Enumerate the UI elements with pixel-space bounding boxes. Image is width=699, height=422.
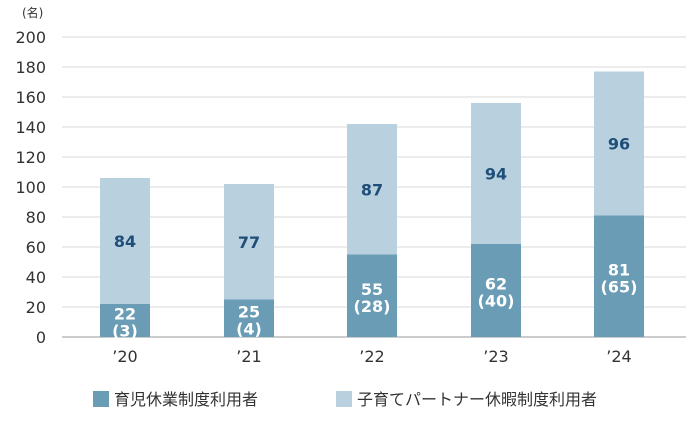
bar-childcare-leave xyxy=(347,254,397,337)
legend-label-partner-leave: 子育てパートナー休暇制度利用者 xyxy=(357,390,597,409)
bar-childcare-leave xyxy=(100,304,150,337)
x-tick-label: ’20 xyxy=(112,347,137,366)
data-sublabel-childcare-leave: (3) xyxy=(112,322,138,341)
data-sublabel-childcare-leave: (28) xyxy=(354,297,391,316)
y-tick-label: 60 xyxy=(26,238,46,257)
bar-partner-leave xyxy=(224,184,274,300)
y-tick-label: 100 xyxy=(15,178,46,197)
bar-childcare-leave xyxy=(471,244,521,337)
data-label-partner-leave: 87 xyxy=(361,180,383,199)
legend-label-childcare-leave: 育児休業制度利用者 xyxy=(114,390,258,409)
bar-childcare-leave xyxy=(594,215,644,337)
legend: 育児休業制度利用者 子育てパートナー休暇制度利用者 xyxy=(93,390,597,409)
bar-partner-leave xyxy=(594,71,644,216)
y-tick-label: 40 xyxy=(26,268,46,287)
bar-childcare-leave xyxy=(224,299,274,337)
data-label-partner-leave: 77 xyxy=(238,233,260,252)
y-tick-label: 160 xyxy=(15,88,46,107)
x-tick-label: ’23 xyxy=(483,347,508,366)
bar-partner-leave xyxy=(100,178,150,304)
data-label-childcare-leave: 55 xyxy=(361,280,383,299)
y-tick-label: 120 xyxy=(15,148,46,167)
x-tick-label: ’21 xyxy=(236,347,261,366)
y-axis-unit-label: (名) xyxy=(22,5,43,20)
data-label-partner-leave: 96 xyxy=(608,135,630,154)
y-tick-label: 140 xyxy=(15,118,46,137)
data-label-childcare-leave: 22 xyxy=(114,305,136,324)
y-tick-label: 80 xyxy=(26,208,46,227)
x-tick-label: ’22 xyxy=(359,347,384,366)
bar-partner-leave xyxy=(471,103,521,244)
data-label-childcare-leave: 25 xyxy=(238,302,260,321)
data-label-partner-leave: 94 xyxy=(485,165,507,184)
y-tick-label: 200 xyxy=(15,28,46,47)
y-axis-tick-labels: 0 20 40 60 80 100 120 140 160 180 200 xyxy=(15,28,46,347)
data-label-partner-leave: 84 xyxy=(114,232,136,251)
legend-swatch-childcare-leave xyxy=(93,391,109,407)
x-tick-label: ’24 xyxy=(606,347,631,366)
data-sublabel-childcare-leave: (65) xyxy=(601,277,638,296)
data-sublabel-childcare-leave: (4) xyxy=(236,319,262,338)
x-axis-tick-labels: ’20 ’21 ’22 ’23 ’24 xyxy=(112,347,631,366)
data-label-childcare-leave: 81 xyxy=(608,260,630,279)
legend-swatch-partner-leave xyxy=(336,391,352,407)
bars-group: 22(3) 84 25(4) 77 55(28) 87 62(40) 94 81(65) 96 xyxy=(100,71,644,341)
bar-partner-leave xyxy=(347,124,397,255)
y-tick-label: 180 xyxy=(15,58,46,77)
data-label-childcare-leave: 62 xyxy=(485,275,507,294)
y-tick-label: 20 xyxy=(26,298,46,317)
y-tick-label: 0 xyxy=(36,328,46,347)
data-sublabel-childcare-leave: (40) xyxy=(478,292,515,311)
